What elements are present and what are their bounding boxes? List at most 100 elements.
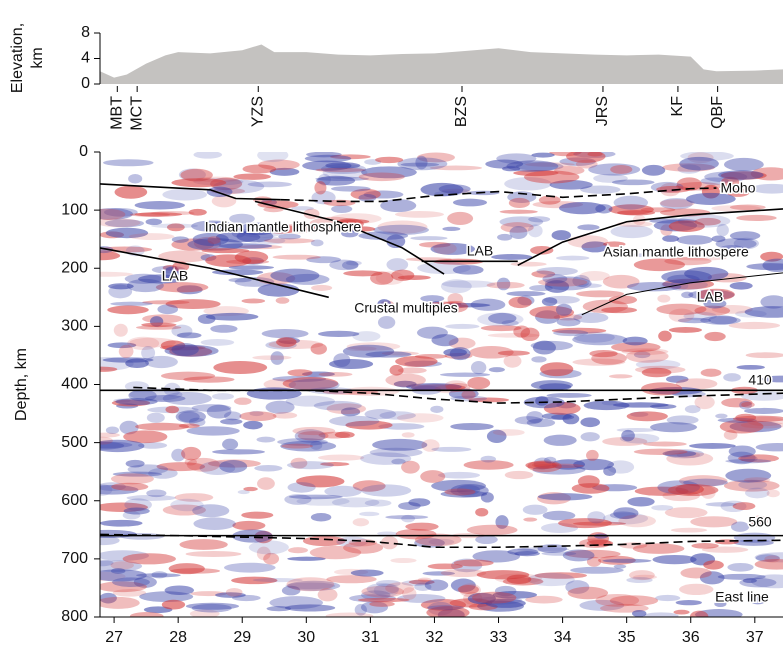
texture: [434, 385, 460, 394]
texture: [580, 417, 600, 428]
texture: [729, 420, 782, 433]
texture: [395, 356, 438, 367]
texture: [331, 205, 353, 213]
texture: [100, 485, 139, 495]
texture: [725, 459, 772, 464]
texture: [598, 555, 636, 565]
texture: [586, 449, 599, 461]
annotation: LAB: [162, 268, 188, 284]
texture: [107, 342, 137, 349]
texture: [162, 504, 206, 516]
texture: [485, 598, 526, 608]
texture: [133, 576, 157, 588]
texture: [192, 504, 230, 518]
texture: [495, 515, 509, 529]
texture: [612, 402, 669, 408]
texture: [281, 443, 314, 449]
texture: [475, 507, 489, 517]
texture: [281, 585, 301, 596]
texture: [333, 353, 351, 368]
texture: [228, 277, 252, 283]
texture: [681, 291, 694, 299]
texture: [287, 556, 326, 561]
texture: [284, 494, 312, 505]
annotation: LAB: [697, 289, 723, 305]
texture: [256, 436, 276, 443]
texture: [342, 225, 362, 233]
texture: [232, 520, 266, 531]
texture: [536, 267, 578, 276]
texture: [504, 470, 534, 480]
boundary-line: [99, 247, 329, 299]
boundary-line: [133, 386, 783, 404]
texture: [509, 226, 528, 239]
texture: [658, 330, 672, 342]
texture: [429, 165, 483, 171]
texture: [513, 169, 559, 177]
texture: [401, 432, 415, 438]
texture: [100, 439, 145, 453]
texture: [546, 392, 592, 398]
texture: [676, 235, 713, 245]
texture: [675, 599, 702, 606]
texture: [728, 321, 781, 330]
texture: [719, 419, 764, 434]
texture: [532, 464, 586, 475]
texture: [721, 176, 740, 188]
texture: [118, 344, 134, 359]
annotation: Moho: [720, 180, 755, 196]
texture: [248, 540, 289, 555]
texture: [162, 188, 208, 201]
texture: [318, 431, 351, 439]
texture: [729, 282, 753, 290]
texture: [306, 256, 342, 264]
texture: [466, 524, 518, 536]
texture: [375, 156, 404, 164]
texture: [531, 270, 556, 278]
y-tick-label: 800: [61, 608, 88, 625]
texture: [643, 612, 679, 617]
texture: [100, 208, 133, 220]
texture: [204, 221, 231, 230]
texture: [491, 254, 533, 260]
texture: [263, 552, 280, 565]
texture: [613, 564, 627, 569]
texture: [492, 429, 525, 436]
texture: [288, 494, 343, 500]
texture: [296, 496, 350, 506]
texture: [717, 573, 766, 580]
texture: [538, 278, 588, 287]
texture: [336, 536, 369, 548]
texture: [123, 507, 150, 515]
texture: [666, 415, 699, 425]
texture: [193, 517, 236, 530]
texture: [602, 558, 652, 563]
texture: [104, 219, 145, 228]
texture: [426, 606, 470, 617]
texture: [400, 162, 440, 167]
texture: [611, 179, 655, 186]
texture: [726, 188, 750, 197]
texture: [141, 322, 177, 328]
texture: [761, 375, 783, 383]
texture: [755, 443, 783, 452]
texture: [257, 152, 289, 163]
texture: [450, 558, 483, 573]
boundary-line: [99, 533, 783, 549]
texture: [186, 457, 221, 472]
texture: [632, 574, 657, 580]
texture: [551, 230, 571, 241]
texture: [380, 199, 417, 213]
texture: [161, 599, 186, 610]
texture: [246, 387, 302, 400]
texture: [480, 325, 522, 332]
texture: [100, 535, 120, 546]
texture: [530, 245, 554, 255]
texture: [294, 429, 326, 443]
texture: [595, 593, 640, 607]
texture: [270, 351, 284, 365]
texture: [711, 235, 726, 243]
texture: [542, 510, 576, 521]
texture: [588, 163, 641, 176]
texture: [340, 407, 361, 417]
